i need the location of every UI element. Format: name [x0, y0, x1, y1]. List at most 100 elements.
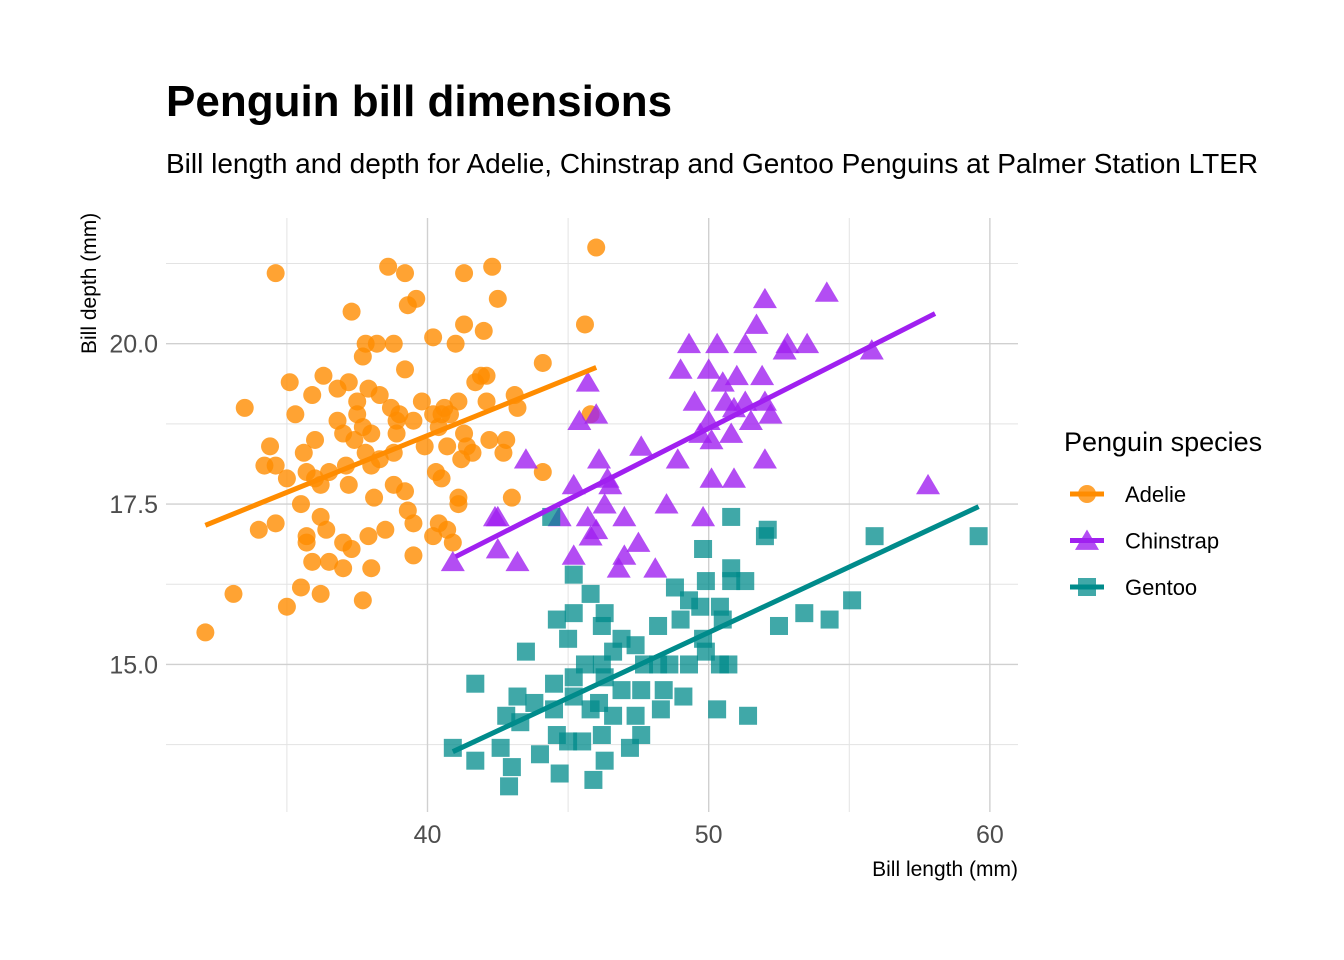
gentoo-point [739, 706, 758, 725]
gentoo-point [865, 527, 884, 546]
adelie-point [384, 334, 403, 353]
adelie-point [342, 539, 361, 558]
gentoo-point [500, 777, 519, 796]
adelie-point [291, 578, 310, 597]
gentoo-point [660, 655, 679, 674]
chinstrap-point [440, 550, 465, 572]
chinstrap-point [752, 448, 777, 469]
adelie-point [449, 495, 468, 514]
chinstrap-point [916, 473, 941, 495]
adelie-point [266, 514, 285, 533]
adelie-point [449, 392, 468, 411]
adelie-point [353, 591, 372, 610]
gentoo-point [595, 751, 614, 770]
adelie-point [297, 533, 316, 552]
x-tick-label: 50 [695, 821, 723, 849]
adelie-point [314, 366, 333, 385]
adelie-point [320, 552, 339, 571]
data-points [196, 238, 988, 796]
adelie-point [306, 430, 325, 449]
chinstrap-regression-line [454, 311, 937, 559]
chinstrap-point [626, 531, 651, 552]
chinstrap-point [699, 467, 724, 488]
y-tick-label: 15.0 [109, 651, 158, 679]
adelie-point [455, 264, 474, 283]
adelie-point [365, 488, 384, 507]
adelie-point [463, 443, 482, 462]
adelie-point [494, 443, 513, 462]
gentoo-point [632, 681, 651, 700]
gentoo-point [671, 610, 690, 629]
x-tick-label: 40 [414, 821, 442, 849]
adelie-point [362, 424, 381, 443]
gentoo-point [722, 507, 741, 526]
adelie-point [415, 437, 434, 456]
chinstrap-point [814, 281, 839, 302]
gentoo-point [584, 770, 603, 789]
gentoo-point [592, 616, 611, 635]
gentoo-point [491, 738, 510, 757]
series-chinstrap [440, 281, 941, 578]
adelie-point [277, 597, 296, 616]
legend-item-gentoo: Gentoo [1070, 575, 1197, 600]
y-tick-label: 17.5 [109, 491, 158, 519]
adelie-point [303, 552, 322, 571]
legend-square-icon [1078, 578, 1096, 596]
series-gentoo [443, 507, 988, 796]
adelie-point [443, 533, 462, 552]
adelie-point [455, 315, 474, 334]
chinstrap-point [567, 409, 592, 431]
gentoo-point [691, 597, 710, 616]
legend-item-chinstrap: Chinstrap [1070, 529, 1219, 554]
chinstrap-point [485, 505, 510, 527]
gentoo-point [525, 693, 544, 712]
gentoo-point [508, 687, 527, 706]
gentoo-point [649, 616, 668, 635]
gentoo-point [564, 604, 583, 623]
chinstrap-point [710, 371, 735, 392]
gentoo-point [573, 732, 592, 751]
adelie-point [412, 392, 431, 411]
chinstrap-point [772, 339, 797, 360]
gentoo-point [604, 706, 623, 725]
chinstrap-point [485, 537, 510, 559]
gentoo-point [969, 527, 988, 546]
chinstrap-point [654, 493, 679, 514]
gentoo-point [651, 700, 670, 719]
gentoo-point [592, 726, 611, 745]
adelie-point [396, 264, 415, 283]
gentoo-point [632, 726, 651, 745]
adelie-point [235, 398, 254, 417]
chinstrap-point [584, 403, 609, 424]
legend-circle-icon [1078, 485, 1096, 503]
adelie-point [533, 353, 552, 372]
chinstrap-point [665, 448, 690, 469]
chinstrap-point [752, 287, 777, 309]
chinstrap-point [682, 390, 707, 411]
chinstrap-point [505, 550, 530, 572]
chinstrap-point [575, 505, 600, 527]
gentoo-point [612, 681, 631, 700]
adelie-point [277, 469, 296, 488]
legend: Penguin species Adelie Chinstrap Gentoo [1064, 427, 1262, 600]
adelie-point [280, 373, 299, 392]
chinstrap-point [719, 422, 744, 443]
chinstrap-point [592, 493, 617, 514]
adelie-point [249, 520, 268, 539]
adelie-point [483, 257, 502, 276]
chart-title: Penguin bill dimensions [166, 77, 672, 126]
adelie-point [294, 443, 313, 462]
adelie-point [432, 469, 451, 488]
adelie-point [404, 514, 423, 533]
adelie-point [480, 430, 499, 449]
chinstrap-point [705, 332, 730, 354]
gentoo-point [559, 732, 578, 751]
chinstrap-point [677, 332, 702, 354]
chinstrap-point [750, 364, 775, 386]
x-axis-title: Bill length (mm) [872, 858, 1018, 881]
chinstrap-point [668, 358, 693, 379]
legend-label: Gentoo [1125, 575, 1197, 600]
gentoo-point [755, 527, 774, 546]
gentoo-point [626, 636, 645, 655]
